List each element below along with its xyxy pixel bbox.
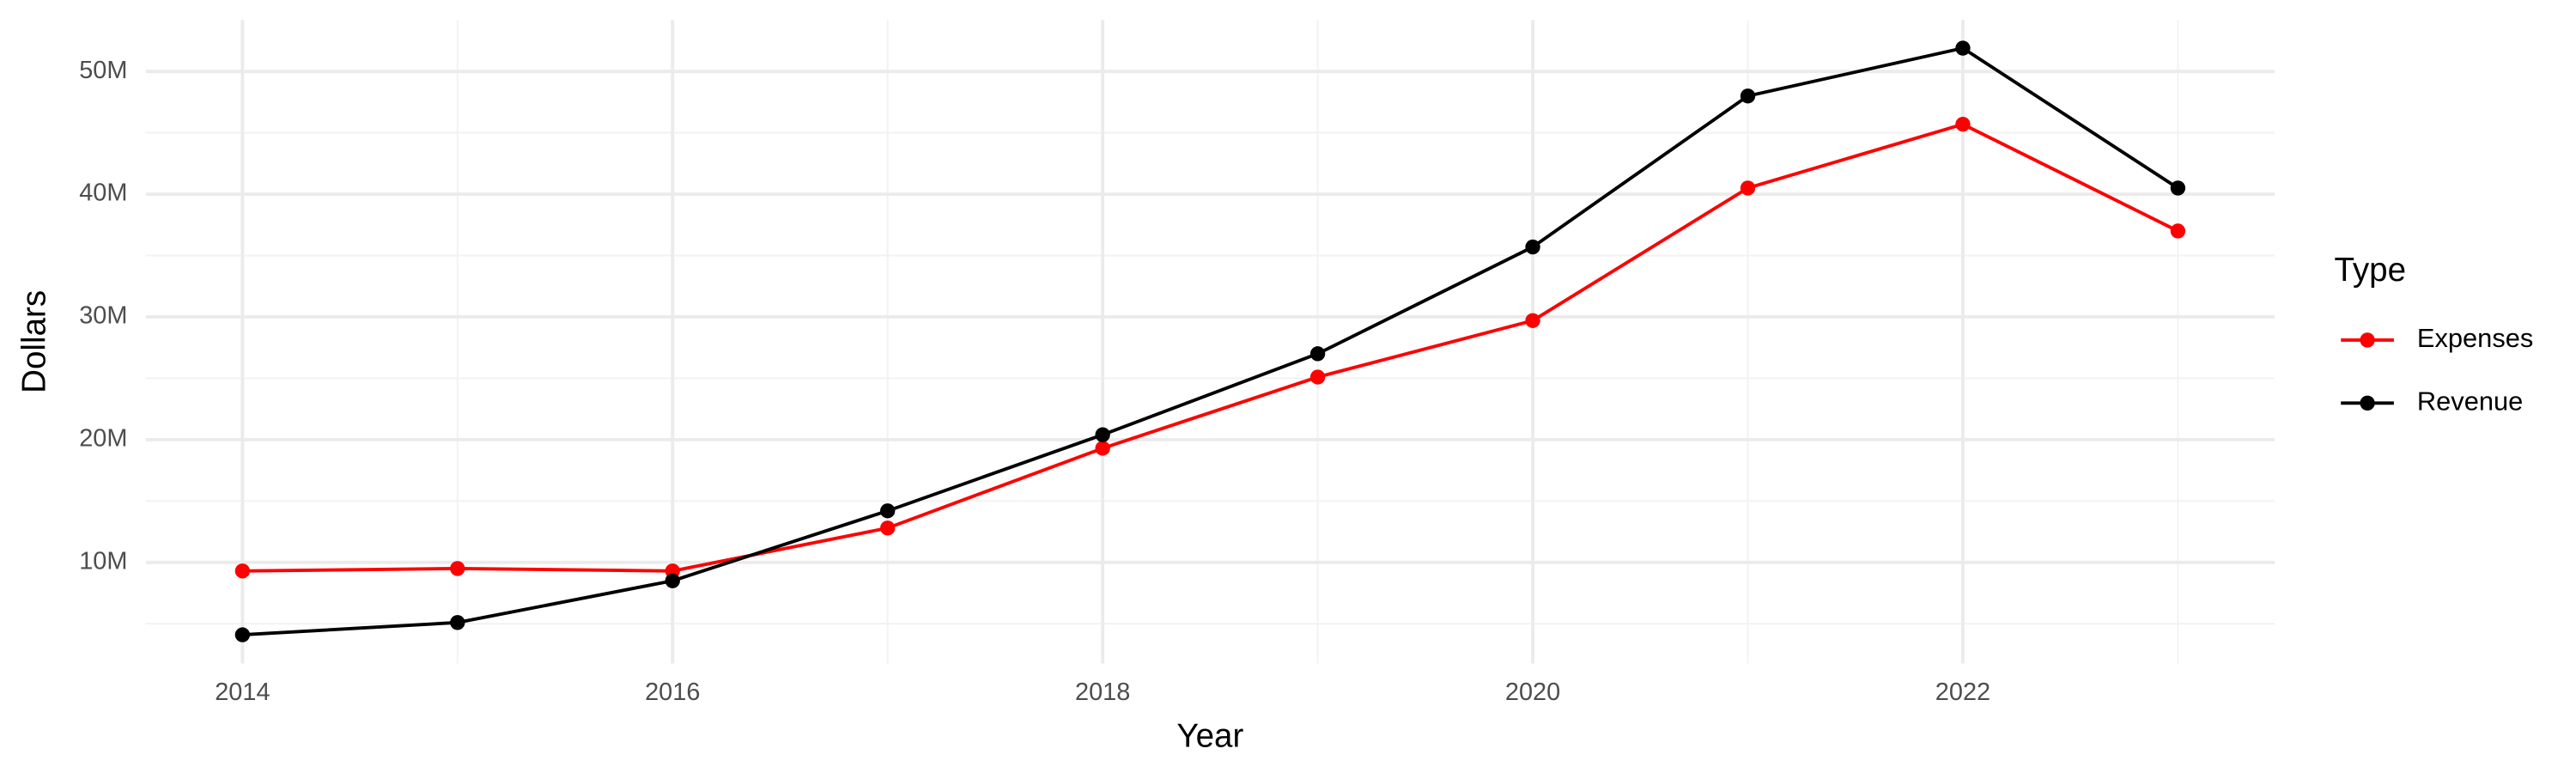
x-tick-label: 2014 — [215, 679, 270, 706]
legend-label: Expenses — [2417, 323, 2533, 353]
legend-title: Type — [2335, 252, 2407, 289]
series-line — [242, 46, 2179, 637]
x-tick-label: 2020 — [1505, 679, 1560, 706]
y-axis-title: Dollars — [16, 290, 53, 393]
x-tick-label: 2018 — [1075, 679, 1130, 706]
data-point — [880, 520, 896, 536]
data-point — [1955, 116, 1971, 132]
plot: 10M 20M 30M 40M 50M 2014 2016 2018 2020 2022 Expen… — [79, 20, 2533, 706]
data-point — [1525, 313, 1540, 328]
data-point — [450, 561, 465, 576]
x-tick-label: 2022 — [1935, 679, 1990, 706]
legend-label: Revenue — [2417, 386, 2523, 416]
y-tick-label: 30M — [79, 302, 127, 330]
data-point — [1740, 88, 1756, 104]
y-tick-label: 50M — [79, 57, 127, 84]
legend-marker — [2360, 395, 2375, 411]
data-point — [2170, 223, 2186, 239]
data-point — [450, 615, 465, 630]
data-point — [1740, 180, 1756, 196]
data-point — [234, 627, 251, 642]
data-point — [1309, 369, 1326, 385]
y-tick-label: 40M — [79, 180, 127, 207]
data-point — [1525, 239, 1540, 255]
legend-marker — [2360, 332, 2375, 348]
data-point — [1095, 427, 1110, 442]
data-point — [234, 563, 251, 579]
data-point — [1955, 40, 1971, 56]
data-point — [1095, 441, 1110, 456]
data-point — [880, 503, 896, 519]
data-point — [2170, 180, 2186, 196]
series-line — [242, 122, 2179, 573]
y-tick-label: 10M — [79, 547, 127, 575]
y-tick-label: 20M — [79, 425, 127, 453]
x-axis-title: Year — [1176, 718, 1243, 755]
data-point — [1309, 346, 1326, 362]
x-tick-label: 2016 — [645, 679, 700, 706]
data-point — [665, 573, 680, 588]
